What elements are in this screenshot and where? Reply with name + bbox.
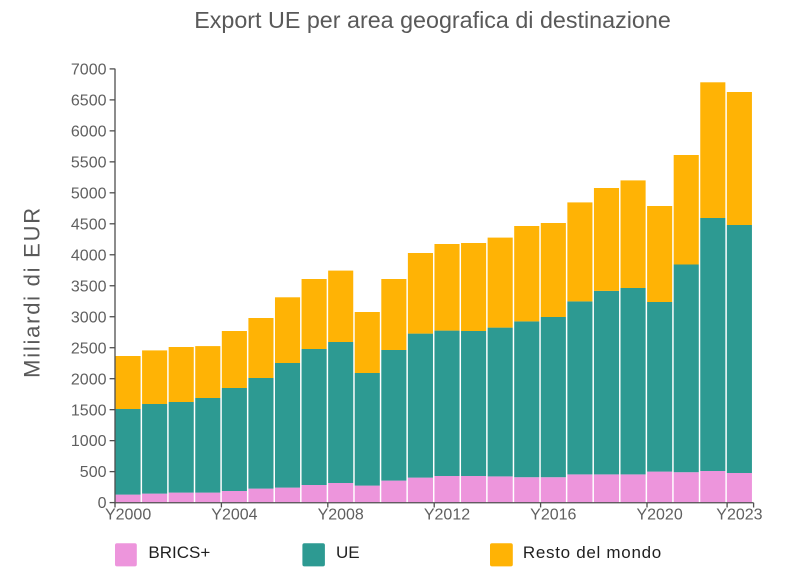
svg-text:Y2012: Y2012 bbox=[424, 507, 470, 524]
svg-text:5500: 5500 bbox=[71, 154, 107, 171]
svg-text:Y2016: Y2016 bbox=[530, 507, 576, 524]
svg-text:Y2020: Y2020 bbox=[636, 507, 682, 524]
svg-text:500: 500 bbox=[80, 464, 107, 481]
svg-text:Export UE per area geografica: Export UE per area geografica di destina… bbox=[194, 7, 671, 33]
svg-text:2500: 2500 bbox=[71, 340, 107, 357]
svg-text:Miliardi di EUR: Miliardi di EUR bbox=[20, 206, 45, 378]
svg-text:5000: 5000 bbox=[71, 185, 107, 202]
svg-text:0: 0 bbox=[98, 495, 107, 512]
svg-text:1000: 1000 bbox=[71, 433, 107, 450]
svg-text:Resto del mondo: Resto del mondo bbox=[523, 543, 662, 562]
svg-text:2000: 2000 bbox=[71, 371, 107, 388]
svg-text:6000: 6000 bbox=[71, 123, 107, 140]
svg-text:Y2000: Y2000 bbox=[105, 507, 151, 524]
svg-text:4500: 4500 bbox=[71, 216, 107, 233]
svg-text:7000: 7000 bbox=[71, 62, 107, 79]
svg-text:6500: 6500 bbox=[71, 92, 107, 109]
svg-text:UE: UE bbox=[336, 543, 360, 562]
svg-text:BRICS+: BRICS+ bbox=[148, 543, 210, 562]
svg-text:1500: 1500 bbox=[71, 402, 107, 419]
svg-text:3500: 3500 bbox=[71, 278, 107, 295]
svg-text:4000: 4000 bbox=[71, 247, 107, 264]
svg-text:Y2008: Y2008 bbox=[318, 507, 364, 524]
svg-text:Y2004: Y2004 bbox=[211, 507, 257, 524]
svg-text:Y2023: Y2023 bbox=[716, 507, 762, 524]
svg-text:3000: 3000 bbox=[71, 309, 107, 326]
